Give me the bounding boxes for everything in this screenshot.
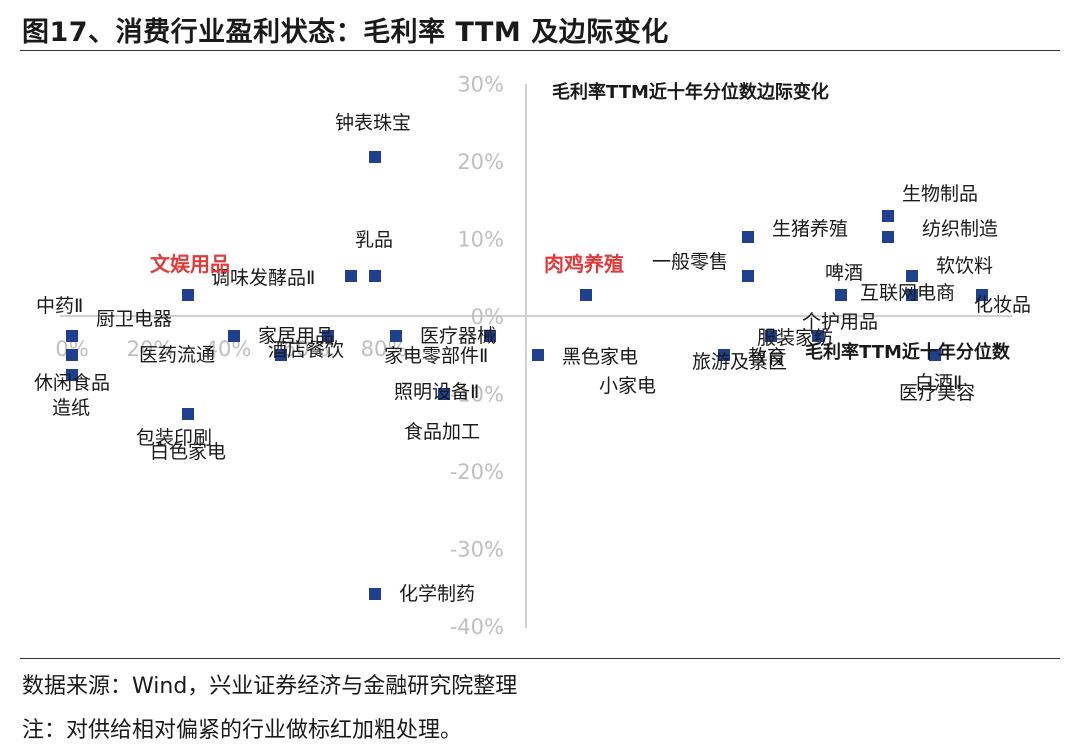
point-label: 医疗美容 — [899, 382, 975, 404]
source-note: 数据来源：Wind，兴业证券经济与金融研究院整理 — [22, 674, 518, 699]
point-label: 休闲食品 — [34, 372, 110, 394]
point-label: 旅游及景区 — [692, 351, 787, 373]
y-tick-label: 0% — [471, 305, 504, 329]
point-label: 互联网电商 — [860, 282, 955, 304]
figure-title: 图17、消费行业盈利状态：毛利率 TTM 及边际变化 — [22, 17, 669, 48]
point-label: 软饮料 — [936, 255, 993, 277]
point-labels: 钟表珠宝生物制品生猪养殖 纺织制造乳品调味发酵品Ⅱ 一般零售啤酒 软饮料 文娱用品 肉鸡养… — [34, 112, 1031, 605]
x-axis-title: 毛利率TTM近十年分位数 — [805, 341, 1011, 363]
point-label: 化学制药 — [399, 583, 475, 605]
point-label: 调味发酵品Ⅱ — [211, 267, 315, 289]
data-points — [66, 151, 988, 600]
scatter-point — [66, 330, 78, 342]
point-label: 白色家电 — [150, 441, 226, 463]
tick-labels: 30%20%10%0%-10%-20%-30%-40%0%20%40%60%80… — [55, 73, 504, 640]
scatter-point — [718, 349, 730, 361]
point-label: 厨卫电器 — [96, 308, 172, 330]
point-label: 化妆品 — [974, 294, 1031, 316]
point-label: 肉鸡养殖 — [544, 252, 624, 276]
scatter-point — [182, 408, 194, 420]
scatter-point — [182, 289, 194, 301]
scatter-point — [906, 289, 918, 301]
point-label: 家居用品 — [258, 325, 334, 347]
y-tick-label: -30% — [450, 538, 504, 562]
y-tick-label: 30% — [457, 73, 504, 97]
x-tick-label: 60% — [283, 337, 330, 361]
point-label: 照明设备Ⅱ — [394, 381, 479, 403]
y-tick-label: -10% — [450, 383, 504, 407]
scatter-point — [369, 151, 381, 163]
y-axis-title: 毛利率TTM近十年分位数边际变化 — [552, 81, 829, 103]
point-label: 生猪养殖 — [772, 218, 848, 240]
point-label: 一般零售 — [652, 251, 728, 273]
scatter-point — [484, 330, 496, 342]
y-tick-label: -40% — [450, 615, 504, 639]
point-label: 服装家纺 — [757, 327, 833, 349]
scatter-point — [906, 270, 918, 282]
point-label: 乳品 — [355, 229, 393, 251]
scatter-point — [812, 330, 824, 342]
point-label: 小家电 — [599, 375, 656, 397]
point-label: 医药流通 — [139, 344, 215, 366]
axes — [60, 84, 1012, 628]
scatter-point — [369, 588, 381, 600]
scatter-point — [765, 330, 777, 342]
point-label: 钟表珠宝 — [335, 112, 411, 134]
y-tick-label: -20% — [450, 460, 504, 484]
point-label: 包装印刷 — [136, 427, 212, 449]
scatter-point — [438, 388, 450, 400]
scatter-point — [835, 289, 847, 301]
point-label: 啤酒 — [825, 262, 863, 284]
y-tick-label: 10% — [457, 228, 504, 252]
point-label: 生物制品 — [902, 183, 978, 205]
point-label: 中药Ⅱ — [36, 295, 83, 317]
scatter-point — [742, 270, 754, 282]
scatter-point — [390, 330, 402, 342]
scatter-point — [228, 330, 240, 342]
y-tick-label: 20% — [457, 150, 504, 174]
scatter-point — [580, 289, 592, 301]
point-label: 个护用品 — [802, 311, 878, 333]
point-label: 酒店餐饮 — [268, 339, 344, 361]
scatter-point — [345, 270, 357, 282]
scatter-point — [882, 231, 894, 243]
point-label: 白酒Ⅱ — [915, 372, 962, 394]
scatter-point — [929, 349, 941, 361]
footnote: 注：对供给相对偏紧的行业做标红加粗处理。 — [22, 718, 463, 743]
scatter-point — [66, 369, 78, 381]
scatter-point — [976, 289, 988, 301]
scatter-point — [322, 330, 334, 342]
point-label: 纺织制造 — [922, 218, 998, 240]
scatter-point — [882, 210, 894, 222]
scatter-point — [532, 349, 544, 361]
point-label: 食品加工 — [404, 421, 480, 443]
x-tick-label: 20% — [127, 337, 174, 361]
point-label: 黑色家电 — [562, 346, 638, 368]
point-label: 医疗器械 — [420, 325, 496, 347]
point-label: 家电零部件Ⅱ — [384, 345, 488, 367]
point-label: 文娱用品 — [150, 252, 230, 276]
scatter-point — [275, 349, 287, 361]
point-label: 造纸 — [52, 397, 90, 419]
point-label: 教育 — [748, 346, 786, 368]
scatter-point — [742, 231, 754, 243]
scatter-point — [66, 349, 78, 361]
top-rule — [20, 50, 1060, 51]
scatter-point — [369, 270, 381, 282]
bottom-rule — [20, 658, 1060, 659]
